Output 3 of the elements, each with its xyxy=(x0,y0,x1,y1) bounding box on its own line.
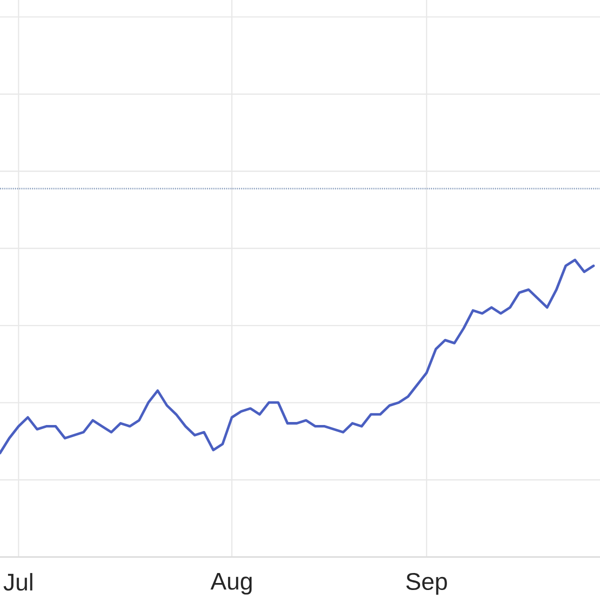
x-tick-label: Aug xyxy=(210,573,252,595)
x-tick-label: Sep xyxy=(406,573,447,595)
x-tick-label: Jul xyxy=(4,573,32,591)
